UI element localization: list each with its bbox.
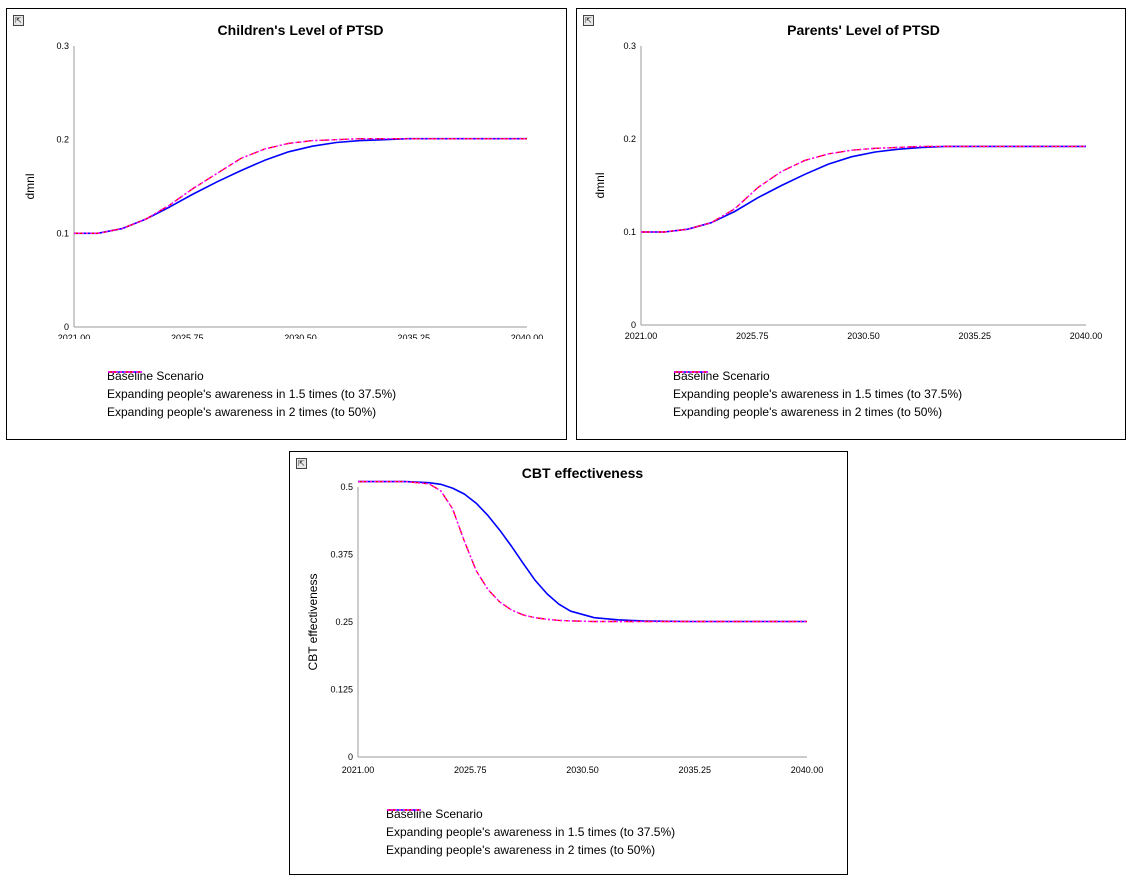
x-tick-label: 2021.00 (58, 333, 91, 339)
expand-icon[interactable]: ⇱ (13, 15, 24, 26)
y-tick-label: 0.1 (623, 227, 636, 237)
y-axis-title: CBT effectiveness (306, 574, 320, 671)
x-axis-title: Years (567, 781, 597, 782)
legend-label: Expanding people's awareness in 1.5 time… (386, 825, 676, 839)
y-tick-label: 0.2 (56, 135, 69, 145)
y-tick-label: 0.3 (623, 41, 636, 51)
chart-panel-children-ptsd: ⇱ Children's Level of PTSD 0 0.1 0.2 0.3 2021… (6, 8, 567, 440)
y-tick-label: 0.1 (56, 228, 69, 238)
series-line-expanding-people-s-awareness-in-1-5-times-to-37-5 (641, 145, 1086, 233)
x-tick-label: 2035.25 (397, 333, 430, 339)
series-line-baseline-scenario (358, 480, 807, 623)
y-tick-label: 0.3 (56, 41, 69, 51)
expand-icon[interactable]: ⇱ (296, 458, 307, 469)
y-tick-label: 0 (348, 752, 353, 762)
chart-legend: Baseline Scenario Expanding people's awar… (673, 367, 962, 421)
y-tick-label: 0 (64, 322, 69, 332)
chart-panel-cbt-effectiveness: ⇱ CBT effectiveness 0 0.125 0.25 0.375 0.5 202… (289, 451, 848, 875)
x-tick-label: 2040.00 (791, 765, 824, 775)
x-tick-label: 2040.00 (511, 333, 544, 339)
x-tick-label: 2035.25 (678, 765, 711, 775)
y-tick-label: 0.2 (623, 134, 636, 144)
series-line-expanding-people-s-awareness-in-2-times-to-50 (641, 145, 1086, 233)
series-line-baseline-scenario (74, 137, 527, 235)
chart-title: Parents' Level of PTSD (787, 22, 940, 38)
y-tick-label: 0.5 (340, 482, 353, 492)
y-tick-label: 0.375 (330, 550, 353, 560)
legend-item: Expanding people's awareness in 1.5 time… (386, 809, 676, 841)
legend-item: Expanding people's awareness in 1.5 time… (107, 371, 397, 403)
x-tick-label: 2030.50 (284, 333, 317, 339)
legend-swatch (108, 371, 142, 373)
legend-swatch (387, 809, 421, 811)
chart-legend: Baseline Scenario Expanding people's awar… (107, 367, 396, 421)
y-axis-title: dmnl (593, 172, 607, 198)
y-tick-label: 0.125 (330, 685, 353, 695)
legend-label: Expanding people's awareness in 1.5 time… (107, 387, 397, 401)
series-line-baseline-scenario (641, 145, 1086, 233)
chart-svg-children-ptsd: Children's Level of PTSD 0 0.1 0.2 0.3 2021.0… (23, 22, 544, 339)
legend-item: Expanding people's awareness in 2 times … (386, 809, 675, 859)
chart-title: CBT effectiveness (522, 465, 644, 481)
legend-label: Expanding people's awareness in 1.5 time… (673, 387, 963, 401)
x-tick-label: 2025.75 (736, 331, 769, 339)
x-tick-label: 2025.75 (171, 333, 204, 339)
legend-item: Expanding people's awareness in 2 times … (107, 371, 396, 421)
series-line-expanding-people-s-awareness-in-2-times-to-50 (74, 137, 527, 235)
y-tick-label: 0 (631, 320, 636, 330)
legend-label: Expanding people's awareness in 2 times … (107, 405, 377, 419)
x-tick-label: 2040.00 (1070, 331, 1103, 339)
series-line-expanding-people-s-awareness-in-1-5-times-to-37-5 (358, 480, 807, 623)
chart-svg-cbt-effectiveness: CBT effectiveness 0 0.125 0.25 0.375 0.5 2021.… (306, 465, 824, 782)
legend-item: Baseline Scenario (107, 367, 396, 385)
x-tick-label: 2021.00 (625, 331, 658, 339)
x-tick-label: 2030.50 (566, 765, 599, 775)
y-tick-label: 0.25 (335, 617, 353, 627)
legend-label: Expanding people's awareness in 2 times … (673, 405, 943, 419)
x-tick-label: 2025.75 (454, 765, 487, 775)
y-axis-title: dmnl (23, 173, 37, 199)
x-tick-label: 2035.25 (958, 331, 991, 339)
x-tick-label: 2021.00 (342, 765, 375, 775)
chart-legend: Baseline Scenario Expanding people's awar… (386, 805, 675, 859)
legend-item: Expanding people's awareness in 1.5 time… (673, 371, 963, 403)
chart-panel-parents-ptsd: ⇱ Parents' Level of PTSD 0 0.1 0.2 0.3 2021.0… (576, 8, 1126, 440)
legend-item: Baseline Scenario (386, 805, 675, 823)
chart-title: Children's Level of PTSD (218, 22, 384, 38)
legend-item: Baseline Scenario (673, 367, 962, 385)
chart-svg-parents-ptsd: Parents' Level of PTSD 0 0.1 0.2 0.3 2021.00 2… (593, 22, 1103, 339)
series-line-expanding-people-s-awareness-in-2-times-to-50 (358, 480, 807, 623)
expand-icon[interactable]: ⇱ (583, 15, 594, 26)
series-line-expanding-people-s-awareness-in-1-5-times-to-37-5 (74, 137, 527, 235)
legend-swatch (674, 371, 708, 373)
legend-item: Expanding people's awareness in 2 times … (673, 371, 962, 421)
legend-label: Expanding people's awareness in 2 times … (386, 843, 656, 857)
x-tick-label: 2030.50 (847, 331, 880, 339)
